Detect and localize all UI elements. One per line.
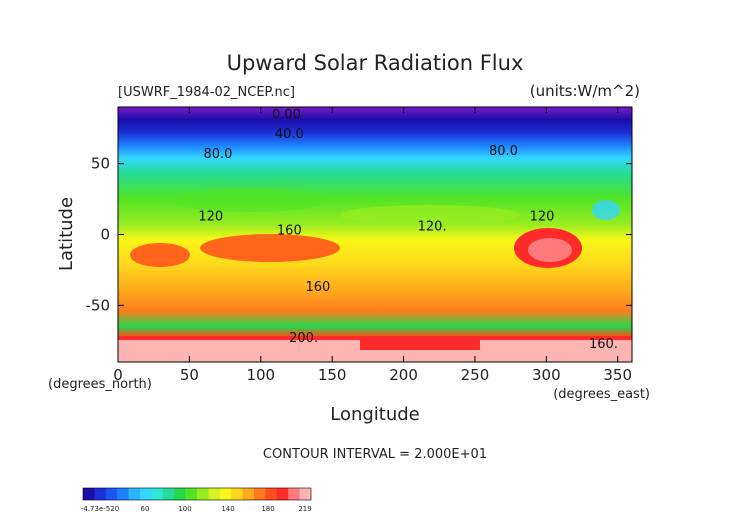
colorbar-tick-label: 140 <box>221 505 234 513</box>
colorbar-swatch <box>276 488 289 500</box>
colorbar-swatch <box>140 488 152 500</box>
contour-label: 160. <box>589 337 618 352</box>
colorbar-swatch <box>94 488 107 500</box>
x-tick-label: 200 <box>389 366 418 384</box>
y-tick-label: 0 <box>100 226 110 244</box>
units-label: (units:W/m^2) <box>530 82 640 100</box>
contour-label: 80.0 <box>489 144 518 159</box>
colorbar-swatch <box>265 488 278 500</box>
colorbar-swatch <box>288 488 300 500</box>
x-tick-label: 0 <box>113 366 123 384</box>
contour-labels: 0.00 40.0 80.0 80.0 120 120. 120 160 160 200. 160. <box>198 107 618 352</box>
contour-label: 120 <box>198 209 223 224</box>
colorbar-tick-label: 60 <box>141 505 150 513</box>
x-tick-label: 150 <box>318 366 347 384</box>
x-tick-label: 100 <box>246 366 275 384</box>
contour-label: 80.0 <box>203 147 232 162</box>
colorbar-swatch <box>231 488 243 500</box>
colorbar-swatch <box>242 488 255 500</box>
colorbar-frame <box>82 487 312 501</box>
colorbar-swatch <box>117 488 129 500</box>
colorbar-tick-label: 219 <box>298 505 311 513</box>
contour-label: 120 <box>530 209 555 224</box>
contour-interval: CONTOUR INTERVAL = 2.000E+01 <box>263 447 487 462</box>
colorbar-swatch <box>174 488 186 500</box>
colorbar-swatch <box>219 488 232 500</box>
file-label: [USWRF_1984-02_NCEP.nc] <box>118 85 295 100</box>
x-unit-label: (degrees_east) <box>553 387 650 402</box>
colorbar-swatch <box>299 488 312 500</box>
contour-label: 120. <box>418 219 447 234</box>
contour-label: 200. <box>289 331 318 346</box>
x-tick-label: 250 <box>461 366 490 384</box>
contour-label: 160 <box>305 280 330 295</box>
colorbar-swatch <box>208 488 221 500</box>
colorbar <box>82 487 312 501</box>
y-axis-label: Latitude <box>56 197 77 271</box>
chart-title: Upward Solar Radiation Flux <box>227 51 524 75</box>
x-tick-label: 300 <box>532 366 561 384</box>
colorbar-swatch <box>105 488 118 500</box>
y-unit-label: (degrees_north) <box>48 377 152 392</box>
flux-field <box>118 107 632 362</box>
colorbar-tick-label: 180 <box>261 505 274 513</box>
colorbar-swatch <box>254 488 266 500</box>
colorbar-swatch <box>128 488 141 500</box>
colorbar-swatch <box>83 488 95 500</box>
y-tick-label: -50 <box>86 296 111 314</box>
x-tick-label: 50 <box>180 366 199 384</box>
colorbar-swatch <box>185 488 198 500</box>
colorbar-tick-label: 100 <box>178 505 191 513</box>
contour-label: 40.0 <box>275 127 304 142</box>
contour-label: 0.00 <box>272 107 301 122</box>
colorbar-swatch <box>162 488 175 500</box>
contour-label: 160 <box>277 224 302 239</box>
x-axis: 0 50 100 150 200 250 300 350 <box>113 107 632 384</box>
colorbar-tick-label: -4.73e-520 <box>81 505 119 513</box>
x-tick-label: 350 <box>603 366 632 384</box>
y-tick-label: 50 <box>91 155 110 173</box>
colorbar-labels: -4.73e-520 60 100 140 180 219 <box>81 505 312 513</box>
colorbar-swatch <box>197 488 209 500</box>
colorbar-swatch <box>151 488 164 500</box>
y-axis: 50 0 -50 <box>86 155 632 314</box>
x-axis-label: Longitude <box>330 404 420 425</box>
